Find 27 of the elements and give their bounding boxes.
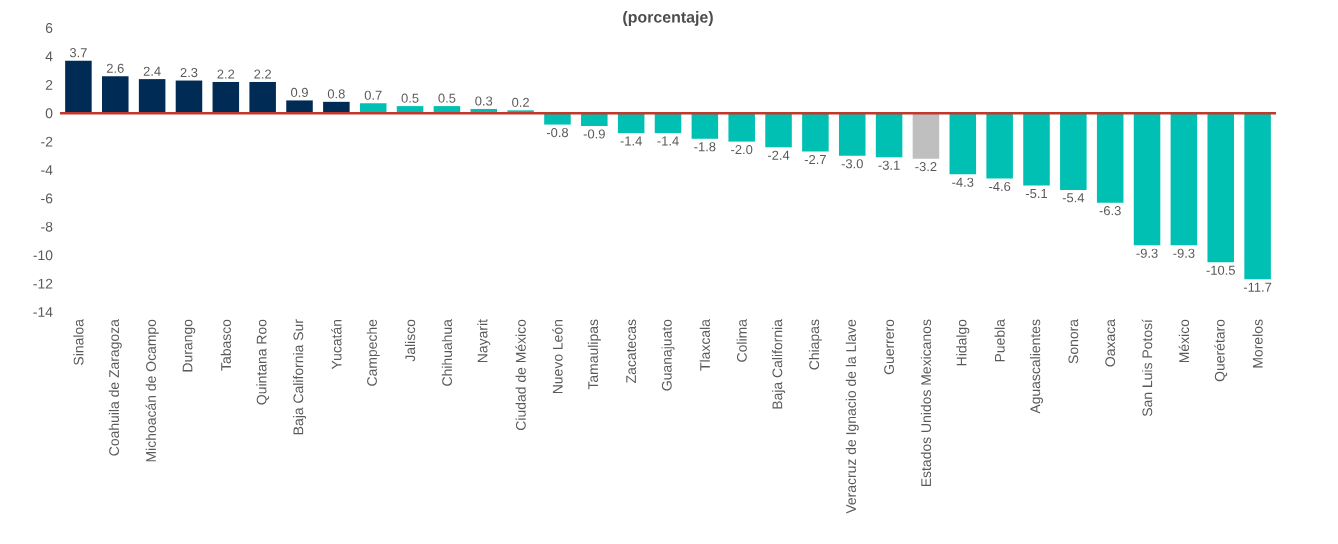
bar <box>1060 113 1087 190</box>
bar <box>102 76 129 114</box>
bar <box>986 113 1013 179</box>
bar <box>581 113 608 126</box>
bar <box>838 113 866 156</box>
bar <box>1096 113 1124 203</box>
bar <box>765 113 792 148</box>
bar <box>912 113 940 159</box>
bar <box>1133 113 1161 246</box>
bar <box>138 79 166 114</box>
bar <box>802 113 829 152</box>
bar <box>691 113 719 139</box>
bar <box>949 113 977 175</box>
bar <box>286 100 313 114</box>
bar <box>654 113 682 134</box>
bar <box>175 80 203 114</box>
bar <box>1244 113 1271 280</box>
bar <box>617 113 645 134</box>
bar <box>212 81 240 114</box>
bar <box>875 113 903 158</box>
bar <box>249 81 276 114</box>
bar <box>728 113 755 142</box>
bar <box>544 113 571 125</box>
bar <box>65 60 92 114</box>
bar <box>1170 113 1198 246</box>
bar <box>1023 113 1050 186</box>
bar <box>1207 113 1234 263</box>
